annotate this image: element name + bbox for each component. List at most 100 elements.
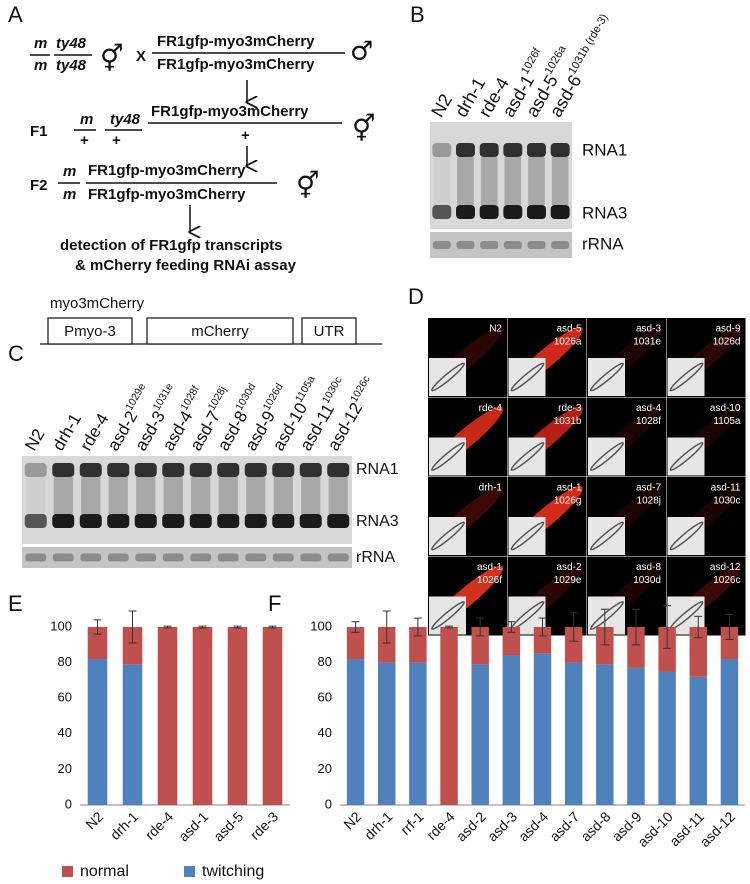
lane-allele: 1030c xyxy=(320,375,345,406)
tile-label: asd-3 xyxy=(636,324,661,335)
sex-symbol: ⚥ xyxy=(100,44,123,75)
band xyxy=(503,205,523,219)
tile-label: asd-1 xyxy=(477,562,502,573)
legend-swatch xyxy=(62,866,73,877)
band xyxy=(479,205,499,219)
lane-allele: 1030d xyxy=(233,381,258,412)
lane-smear xyxy=(246,477,266,514)
construct-box xyxy=(301,317,357,345)
y-tick-label: 20 xyxy=(318,761,332,776)
bar xyxy=(122,627,143,665)
band xyxy=(527,143,546,157)
bar xyxy=(192,627,213,805)
x-tick-label: rrf-1 xyxy=(397,808,427,838)
bar xyxy=(122,664,143,805)
tile-allele: 1030c xyxy=(713,496,740,507)
sex-symbol: ♂ xyxy=(350,37,373,67)
bar xyxy=(471,664,489,805)
blot xyxy=(22,456,352,544)
band-rrna xyxy=(52,553,74,562)
x-tick-label: asd-12 xyxy=(697,808,739,850)
band-label: RNA1 xyxy=(356,461,399,478)
error-bar xyxy=(694,615,703,639)
bar xyxy=(564,662,583,805)
error-bar xyxy=(233,625,242,629)
band-label: RNA3 xyxy=(582,203,627,222)
band xyxy=(550,205,570,219)
bar xyxy=(87,659,108,805)
x-tick-label: drh-1 xyxy=(361,808,396,843)
y-tick-label: 100 xyxy=(310,618,332,633)
lane-allele: 1029e xyxy=(123,381,148,412)
lane-allele: 1031e xyxy=(151,381,176,412)
construct-box xyxy=(47,317,133,345)
band-label: rRNA xyxy=(356,549,395,566)
bar xyxy=(346,627,365,660)
band-label: RNA1 xyxy=(582,140,627,159)
bar xyxy=(157,627,178,805)
bar xyxy=(720,659,739,805)
lane-label: N2 xyxy=(22,426,49,454)
lane-allele: 1026a xyxy=(543,43,569,77)
y-tick-label: 20 xyxy=(58,761,72,776)
lane-smear xyxy=(108,477,128,514)
generation: F2 xyxy=(30,177,48,194)
band xyxy=(134,463,157,477)
bar xyxy=(262,627,283,805)
worm-brightfield xyxy=(590,442,624,471)
band-rrna xyxy=(551,241,570,249)
construct-part: Pmyo-3 xyxy=(64,323,116,340)
worm-brightfield xyxy=(431,362,465,392)
assay-text: & mCherry feeding RNAi assay xyxy=(75,257,297,274)
sex-symbol: ⚥ xyxy=(296,171,319,202)
lane-smear xyxy=(26,477,46,514)
error-bar xyxy=(663,605,672,649)
y-tick-label: 40 xyxy=(58,725,72,740)
lane-smear xyxy=(301,477,321,514)
tile-label: asd-11 xyxy=(711,483,741,494)
worm-brightfield xyxy=(510,442,545,471)
lane-smear xyxy=(191,477,211,514)
y-tick-label: 100 xyxy=(50,618,72,633)
bar xyxy=(533,627,552,654)
bar xyxy=(378,662,396,805)
x-tick-label: asd-4 xyxy=(515,808,551,844)
error-bar xyxy=(631,608,640,646)
worm-brightfield xyxy=(669,362,704,392)
tile-allele: 1028f xyxy=(636,416,661,427)
panel-label: C xyxy=(8,341,24,366)
band xyxy=(527,205,546,219)
error-bar xyxy=(268,625,277,629)
band xyxy=(327,514,350,528)
bar xyxy=(689,627,707,677)
tile-allele: 1028j xyxy=(637,496,661,507)
panel-label: E xyxy=(8,591,23,616)
x-tick-label: N2 xyxy=(340,808,364,832)
genotype: m xyxy=(63,186,76,203)
x-tick-label: asd-8 xyxy=(577,808,613,844)
band-rrna xyxy=(300,553,322,562)
lane-smear xyxy=(457,157,474,205)
tile-label: asd-8 xyxy=(636,562,661,573)
tile-allele: 1026g xyxy=(554,496,582,507)
band xyxy=(272,514,295,528)
assay-text: detection of FR1gfp transcripts xyxy=(60,237,283,254)
x-tick-label: rde-4 xyxy=(142,808,177,843)
tile-label: N2 xyxy=(489,324,502,335)
bar xyxy=(502,627,521,656)
tile-allele: 1105a xyxy=(713,416,741,427)
band-rrna xyxy=(245,553,267,562)
band xyxy=(134,514,157,528)
band-rrna xyxy=(527,241,546,249)
legend-label: twitching xyxy=(202,863,264,880)
bar xyxy=(689,676,707,805)
bar xyxy=(533,653,552,805)
band xyxy=(299,463,322,477)
bar xyxy=(87,627,108,660)
lane-smear xyxy=(136,477,156,514)
tile-label: asd-10 xyxy=(710,403,741,414)
y-tick-label: 80 xyxy=(318,654,332,669)
genotype: ty48 xyxy=(56,35,87,52)
band xyxy=(217,514,240,528)
worm-brightfield xyxy=(669,521,704,551)
